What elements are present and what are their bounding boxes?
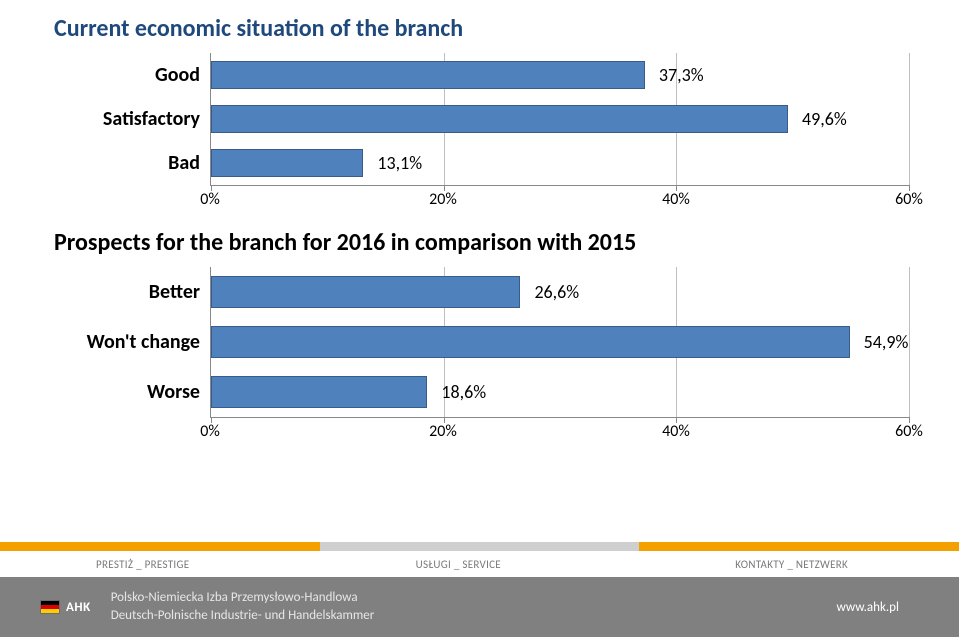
footer-color-stripes — [0, 542, 959, 551]
footer-tag: PRESTIŻ _ PRESTIGE — [0, 558, 320, 571]
org-line-1: Polsko-Niemiecka Izba Przemysłowo-Handlo… — [111, 589, 375, 607]
org-line-2: Deutsch-Polnische Industrie- und Handels… — [111, 607, 375, 625]
x-tick-label: 60% — [895, 190, 923, 209]
footer-tag: USŁUGI _ SERVICE — [320, 558, 640, 571]
ahk-logo: AHK — [40, 600, 91, 615]
category-label: Bad — [50, 141, 200, 185]
logo-text: AHK — [66, 600, 91, 615]
category-label: Satisfactory — [50, 97, 200, 141]
bar: 54,9% — [211, 326, 850, 358]
bar-value-label: 49,6% — [788, 108, 847, 130]
bar: 26,6% — [211, 276, 520, 308]
bar-value-label: 54,9% — [850, 331, 909, 353]
chart-title: Current economic situation of the branch — [50, 14, 909, 43]
category-label: Good — [50, 53, 200, 97]
footer: PRESTIŻ _ PRESTIGEUSŁUGI _ SERVICEKONTAK… — [0, 542, 959, 637]
chart-title: Prospects for the branch for 2016 in com… — [50, 228, 909, 257]
bar-value-label: 26,6% — [520, 281, 579, 303]
chart-current-economic-situation: Current economic situation of the branch… — [50, 14, 909, 210]
bar: 37,3% — [211, 61, 645, 89]
chart-prospects-2016: Prospects for the branch for 2016 in com… — [50, 228, 909, 442]
website-url: www.ahk.pl — [837, 600, 900, 615]
flag-icon — [40, 600, 60, 614]
bar-value-label: 37,3% — [645, 64, 704, 86]
organization-names: Polsko-Niemiecka Izba Przemysłowo-Handlo… — [111, 589, 375, 624]
x-tick-label: 20% — [429, 190, 457, 209]
bar: 18,6% — [211, 376, 427, 408]
x-tick-label: 60% — [895, 422, 923, 441]
bar-value-label: 18,6% — [427, 381, 486, 403]
x-tick-label: 40% — [662, 422, 690, 441]
footer-tag: KONTAKTY _ NETZWERK — [639, 558, 959, 571]
category-label: Better — [50, 267, 200, 317]
x-tick-label: 0% — [200, 422, 220, 441]
x-tick-label: 20% — [429, 422, 457, 441]
bar: 49,6% — [211, 105, 788, 133]
bar-value-label: 13,1% — [363, 152, 422, 174]
bar: 13,1% — [211, 149, 363, 177]
category-label: Won't change — [50, 317, 200, 367]
x-tick-label: 0% — [200, 190, 220, 209]
category-label: Worse — [50, 367, 200, 417]
footer-tags: PRESTIŻ _ PRESTIGEUSŁUGI _ SERVICEKONTAK… — [0, 551, 959, 577]
x-tick-label: 40% — [662, 190, 690, 209]
footer-main: AHK Polsko-Niemiecka Izba Przemysłowo-Ha… — [0, 577, 959, 637]
